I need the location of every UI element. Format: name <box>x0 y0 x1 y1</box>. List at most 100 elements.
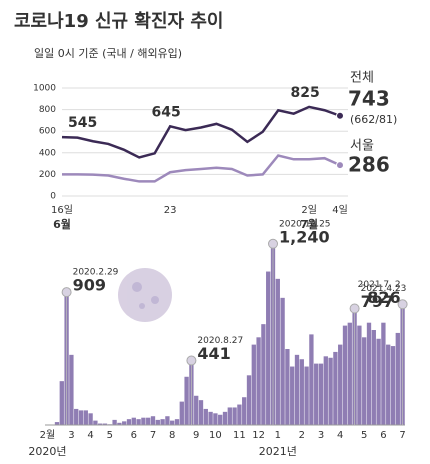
bar <box>314 363 319 425</box>
bar <box>390 346 396 425</box>
bar <box>333 351 338 425</box>
bar <box>280 297 285 425</box>
bar <box>275 278 280 425</box>
bar <box>112 419 117 425</box>
bar <box>136 419 141 425</box>
bar <box>74 408 79 425</box>
annotation-value: 909 <box>73 276 106 295</box>
latest-value: 743 <box>348 87 390 111</box>
bar <box>294 354 300 425</box>
bar <box>122 421 127 425</box>
x-tick-label: 2 <box>299 430 305 441</box>
bar <box>266 271 271 425</box>
bar <box>251 344 256 425</box>
month-label: 7월 <box>300 217 318 231</box>
bar <box>222 411 228 425</box>
bar <box>59 381 64 425</box>
x-tick-label: 11 <box>233 430 246 441</box>
annotation-date: 2020.8.27 <box>197 336 243 346</box>
annotation-date: 2021.7. 2 <box>358 280 401 290</box>
x-tick-label: 3 <box>68 430 74 441</box>
bar <box>227 407 232 425</box>
bar <box>395 332 400 425</box>
annotation-date: 2021.4.23 <box>361 284 407 294</box>
point-label: 645 <box>151 104 180 120</box>
bar <box>347 322 352 425</box>
virus-spot <box>132 282 142 292</box>
bar <box>54 422 60 425</box>
x-tick-label: 7 <box>150 430 156 441</box>
x-tick-label: 10 <box>209 430 222 441</box>
annotation-value: 441 <box>197 344 230 363</box>
x-tick-label: 16일 <box>51 204 73 216</box>
bar <box>381 322 386 425</box>
virus-illustration <box>118 268 172 322</box>
y-tick-label: 200 <box>39 170 56 180</box>
annotation-dot <box>186 355 197 366</box>
bar <box>141 417 146 425</box>
bar <box>150 416 156 425</box>
x-tick-label: 8 <box>169 430 175 441</box>
y-tick-label: 400 <box>39 148 56 158</box>
annotation-dot <box>268 238 278 249</box>
x-tick-label: 3 <box>318 430 324 441</box>
annotation-value: 797 <box>361 292 394 311</box>
bar <box>102 423 108 425</box>
bar <box>285 349 290 425</box>
x-tick-label: 2일 <box>301 204 317 216</box>
bar <box>242 397 247 425</box>
x-tick-label: 12 <box>252 430 265 441</box>
bar <box>170 420 175 425</box>
subtitle: 일일 0시 기준 (국내 / 해외유입) <box>34 46 182 60</box>
bar <box>208 411 213 425</box>
legend-label: 서울 <box>350 139 374 154</box>
bar <box>165 416 170 425</box>
bar <box>261 324 266 425</box>
virus-body <box>118 268 172 322</box>
x-tick-label: 4 <box>337 430 343 441</box>
latest-value: 286 <box>348 153 390 177</box>
annotation-dot <box>397 299 408 310</box>
virus-spot <box>139 303 145 309</box>
annotation-dot <box>349 303 360 314</box>
bar <box>246 375 252 425</box>
bar <box>386 344 391 425</box>
bar <box>309 334 314 425</box>
bar <box>155 419 160 425</box>
x-tick-label: 4일 <box>332 204 348 216</box>
x-tick-label: 5 <box>107 430 113 441</box>
bar <box>328 357 333 425</box>
bar <box>318 363 324 425</box>
y-tick-label: 600 <box>39 127 56 137</box>
end-point <box>336 161 344 170</box>
title: 코로나19 신규 확진자 추이 <box>14 11 223 32</box>
x-tick-label: 6 <box>131 430 137 441</box>
year-label: 2020년 <box>28 445 66 458</box>
bar <box>83 410 88 425</box>
month-label: 6월 <box>53 217 71 231</box>
bar <box>376 338 381 425</box>
bar <box>366 322 372 425</box>
bar <box>338 344 343 425</box>
bar <box>88 413 93 425</box>
annotation-value: 826 <box>367 288 400 307</box>
x-tick-label: 5 <box>361 430 367 441</box>
x-tick-label: 2월 <box>40 429 56 441</box>
bar <box>357 325 362 425</box>
year-label: 2021년 <box>259 445 297 458</box>
x-tick-label: 1 <box>275 430 281 441</box>
annotation-dot <box>61 287 72 298</box>
bar <box>194 395 199 425</box>
bar <box>184 376 189 425</box>
point-label: 825 <box>290 85 319 101</box>
y-tick-label: 0 <box>50 192 56 202</box>
bar <box>256 337 261 425</box>
bar <box>232 407 237 425</box>
bar <box>218 414 223 425</box>
annotation-value: 1,240 <box>279 227 330 246</box>
bar <box>146 417 151 425</box>
bar <box>174 419 180 425</box>
bar <box>237 404 242 425</box>
bar <box>304 366 309 425</box>
x-tick-label: 9 <box>193 430 199 441</box>
